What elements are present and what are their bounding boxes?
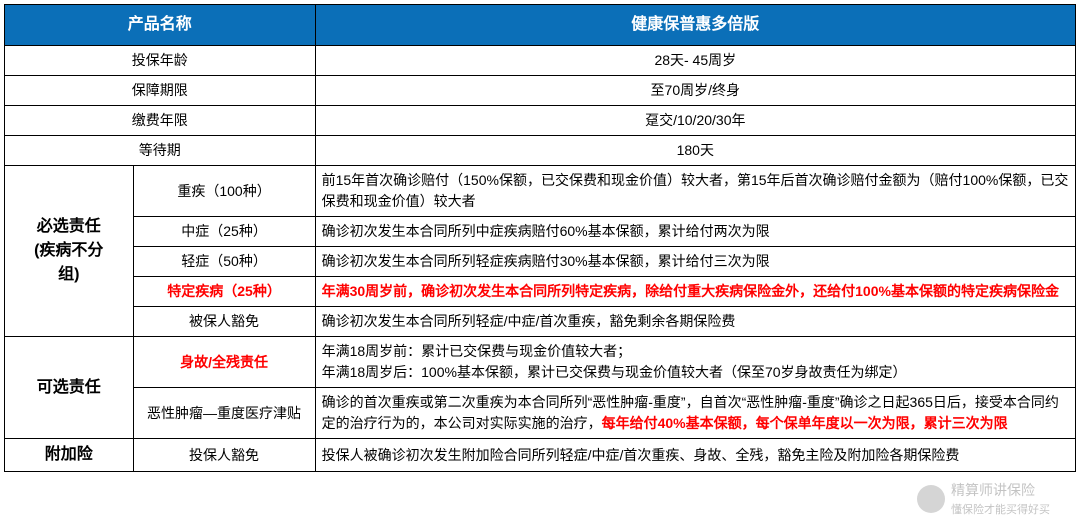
- coverage-desc: 确诊初次发生本合同所列中症疾病赔付60%基本保额，累计给付两次为限: [315, 217, 1075, 247]
- product-table: 产品名称 健康保普惠多倍版 投保年龄 28天- 45周岁 保障期限 至70周岁/…: [4, 4, 1076, 472]
- group-title-part: 必选责任: [37, 218, 101, 235]
- coverage-label: 被保人豁免: [133, 307, 315, 337]
- basic-row: 投保年龄 28天- 45周岁: [5, 46, 1076, 76]
- coverage-row: 必选责任 (疾病不分 组) 重疾（100种） 前15年首次确诊赔付（150%保额…: [5, 166, 1076, 217]
- watermark-line2: 懂保险才能买得好买: [951, 504, 1050, 516]
- coverage-row: 轻症（50种） 确诊初次发生本合同所列轻症疾病赔付30%基本保额，累计给付三次为…: [5, 247, 1076, 277]
- coverage-desc-special-disease: 年满30周岁前，确诊初次发生本合同所列特定疾病，除给付重大疾病保险金外，还给付1…: [315, 277, 1075, 307]
- coverage-row: 恶性肿瘤—重度医疗津贴 确诊的首次重疾或第二次重疾为本合同所列“恶性肿瘤-重度”…: [5, 388, 1076, 439]
- basic-label: 投保年龄: [5, 46, 316, 76]
- group-title-part: (疾病不分: [34, 242, 103, 259]
- coverage-label-cancer-allowance: 恶性肿瘤—重度医疗津贴: [133, 388, 315, 439]
- watermark: 精算师讲保险 懂保险才能买得好买: [917, 480, 1050, 517]
- basic-value: 180天: [315, 136, 1075, 166]
- basic-row: 等待期 180天: [5, 136, 1076, 166]
- coverage-desc: 年满18周岁前：累计已交保费与现金价值较大者；年满18周岁后：100%基本保额，…: [315, 337, 1075, 388]
- group-mandatory-label: 必选责任 (疾病不分 组): [5, 166, 134, 337]
- coverage-label: 投保人豁免: [133, 439, 315, 472]
- coverage-row: 被保人豁免 确诊初次发生本合同所列轻症/中症/首次重疾，豁免剩余各期保险费: [5, 307, 1076, 337]
- basic-label: 缴费年限: [5, 106, 316, 136]
- group-rider-label: 附加险: [5, 439, 134, 472]
- coverage-desc-red-suffix: 每年给付40%基本保额，每个保单年度以一次为限，累计三次为限: [602, 415, 1008, 431]
- basic-value: 至70周岁/终身: [315, 76, 1075, 106]
- coverage-label: 轻症（50种）: [133, 247, 315, 277]
- coverage-label: 重疾（100种）: [133, 166, 315, 217]
- coverage-row: 附加险 投保人豁免 投保人被确诊初次发生附加险合同所列轻症/中症/首次重疾、身故…: [5, 439, 1076, 472]
- coverage-label: 中症（25种）: [133, 217, 315, 247]
- coverage-desc: 投保人被确诊初次发生附加险合同所列轻症/中症/首次重疾、身故、全残，豁免主险及附…: [315, 439, 1075, 472]
- basic-row: 保障期限 至70周岁/终身: [5, 76, 1076, 106]
- basic-value: 趸交/10/20/30年: [315, 106, 1075, 136]
- header-product-title: 健康保普惠多倍版: [315, 5, 1075, 46]
- basic-label: 保障期限: [5, 76, 316, 106]
- coverage-row: 可选责任 身故/全残责任 年满18周岁前：累计已交保费与现金价值较大者；年满18…: [5, 337, 1076, 388]
- watermark-line1: 精算师讲保险: [951, 482, 1035, 498]
- coverage-label-special-disease: 特定疾病（25种）: [133, 277, 315, 307]
- coverage-row: 特定疾病（25种） 年满30周岁前，确诊初次发生本合同所列特定疾病，除给付重大疾…: [5, 277, 1076, 307]
- group-optional-label: 可选责任: [5, 337, 134, 439]
- group-title-part: 组): [58, 266, 79, 283]
- coverage-desc: 确诊初次发生本合同所列轻症/中症/首次重疾，豁免剩余各期保险费: [315, 307, 1075, 337]
- coverage-label-death-disability: 身故/全残责任: [133, 337, 315, 388]
- header-product-name: 产品名称: [5, 5, 316, 46]
- coverage-desc: 确诊初次发生本合同所列轻症疾病赔付30%基本保额，累计给付三次为限: [315, 247, 1075, 277]
- watermark-avatar-icon: [917, 485, 945, 513]
- header-row: 产品名称 健康保普惠多倍版: [5, 5, 1076, 46]
- basic-label: 等待期: [5, 136, 316, 166]
- coverage-desc-cancer-allowance: 确诊的首次重疾或第二次重疾为本合同所列“恶性肿瘤-重度”，自首次“恶性肿瘤-重度…: [315, 388, 1075, 439]
- basic-row: 缴费年限 趸交/10/20/30年: [5, 106, 1076, 136]
- basic-value: 28天- 45周岁: [315, 46, 1075, 76]
- coverage-row: 中症（25种） 确诊初次发生本合同所列中症疾病赔付60%基本保额，累计给付两次为…: [5, 217, 1076, 247]
- coverage-desc: 前15年首次确诊赔付（150%保额，已交保费和现金价值）较大者，第15年后首次确…: [315, 166, 1075, 217]
